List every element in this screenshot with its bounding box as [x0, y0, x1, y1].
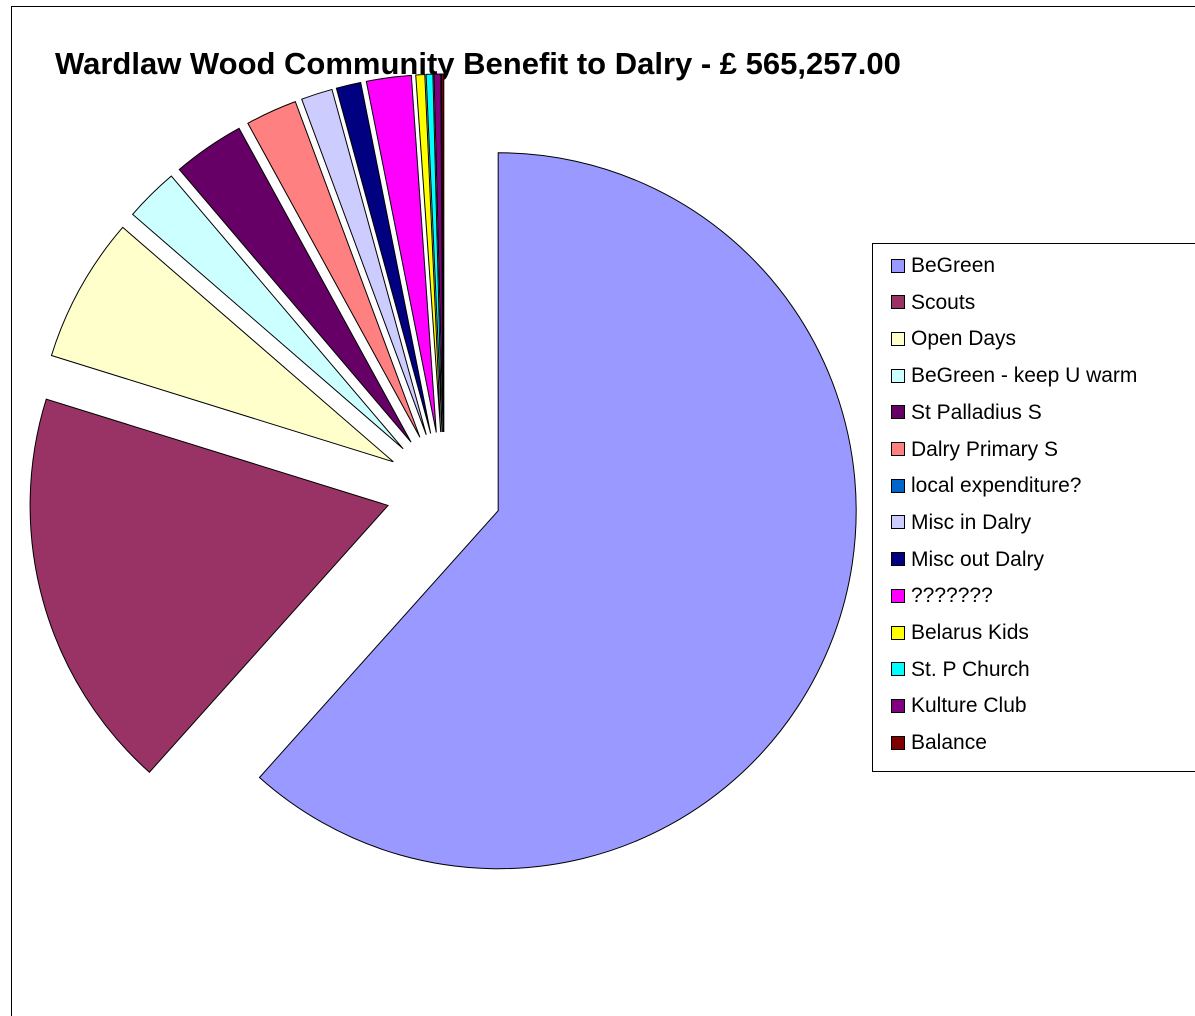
pie-slice-kulture-club [433, 73, 444, 433]
legend-label: Scouts [911, 290, 976, 314]
pie-slice- [365, 74, 437, 433]
legend-swatch [891, 295, 905, 310]
legend-item: BeGreen [891, 253, 995, 278]
pie-slice-st-palladius-s [178, 127, 412, 443]
legend-label: BeGreen [911, 254, 996, 277]
legend-item: Balance [891, 730, 987, 755]
pie-slice-begreen [258, 152, 857, 870]
legend-swatch [891, 515, 905, 530]
legend-item: St Palladius S [891, 400, 1042, 425]
pie-slice-st-p-church [425, 73, 443, 433]
legend-swatch [891, 735, 905, 750]
pie-slice-begreen-keep-u-warm [131, 175, 404, 450]
legend-item: Misc in Dalry [891, 510, 1031, 535]
legend-swatch [891, 662, 905, 677]
legend-label: ??????? [911, 584, 993, 608]
pie-slice-misc-in-dalry [301, 88, 427, 435]
legend-label: Belarus Kids [911, 621, 1029, 644]
legend-item: Dalry Primary S [891, 437, 1058, 462]
chart-frame [11, 6, 1195, 1016]
legend-label: St Palladius S [911, 400, 1042, 424]
legend-swatch [891, 405, 905, 420]
legend-swatch [891, 478, 905, 493]
legend-swatch [891, 331, 905, 346]
legend-label: local expenditure? [911, 474, 1082, 498]
pie-slice-belarus-kids [415, 73, 442, 433]
legend-swatch [891, 552, 905, 567]
legend-item: local expenditure? [891, 473, 1081, 498]
legend-swatch [891, 442, 905, 456]
legend-item: Kulture Club [891, 693, 1027, 718]
legend-label: BeGreen - keep U warm [911, 364, 1138, 388]
legend-label: Misc in Dalry [911, 510, 1032, 534]
legend-swatch [891, 698, 905, 713]
pie-slice-misc-out-dalry [335, 81, 432, 434]
legend-label: St. P Church [911, 657, 1030, 681]
pie-slice-balance [441, 73, 445, 433]
legend-item: Open Days [891, 326, 1016, 351]
pie-slice-dalry-primary-s [247, 100, 421, 438]
legend-swatch [891, 258, 905, 273]
legend-item: Misc out Dalry [891, 547, 1044, 572]
legend-swatch [891, 625, 905, 640]
legend-label: Misc out Dalry [911, 547, 1045, 571]
legend-label: Open Days [911, 327, 1017, 351]
legend-label: Dalry Primary S [911, 437, 1059, 461]
chart-title: Wardlaw Wood Community Benefit to Dalry … [55, 46, 901, 81]
legend-item: St. P Church [891, 657, 1030, 682]
legend-item: ??????? [891, 583, 993, 608]
legend-swatch [891, 588, 905, 603]
legend-item: BeGreen - keep U warm [891, 363, 1137, 388]
legend-label: Balance [911, 731, 987, 755]
pie-slice-open-days [50, 226, 394, 463]
legend: BeGreen Scouts Open Days BeGreen - keep U w… [872, 243, 1195, 772]
legend-label: Kulture Club [911, 694, 1027, 718]
legend-swatch [891, 368, 905, 383]
legend-item: Belarus Kids [891, 620, 1029, 645]
legend-item: Scouts [891, 290, 975, 315]
pie-slice-scouts [29, 398, 389, 773]
